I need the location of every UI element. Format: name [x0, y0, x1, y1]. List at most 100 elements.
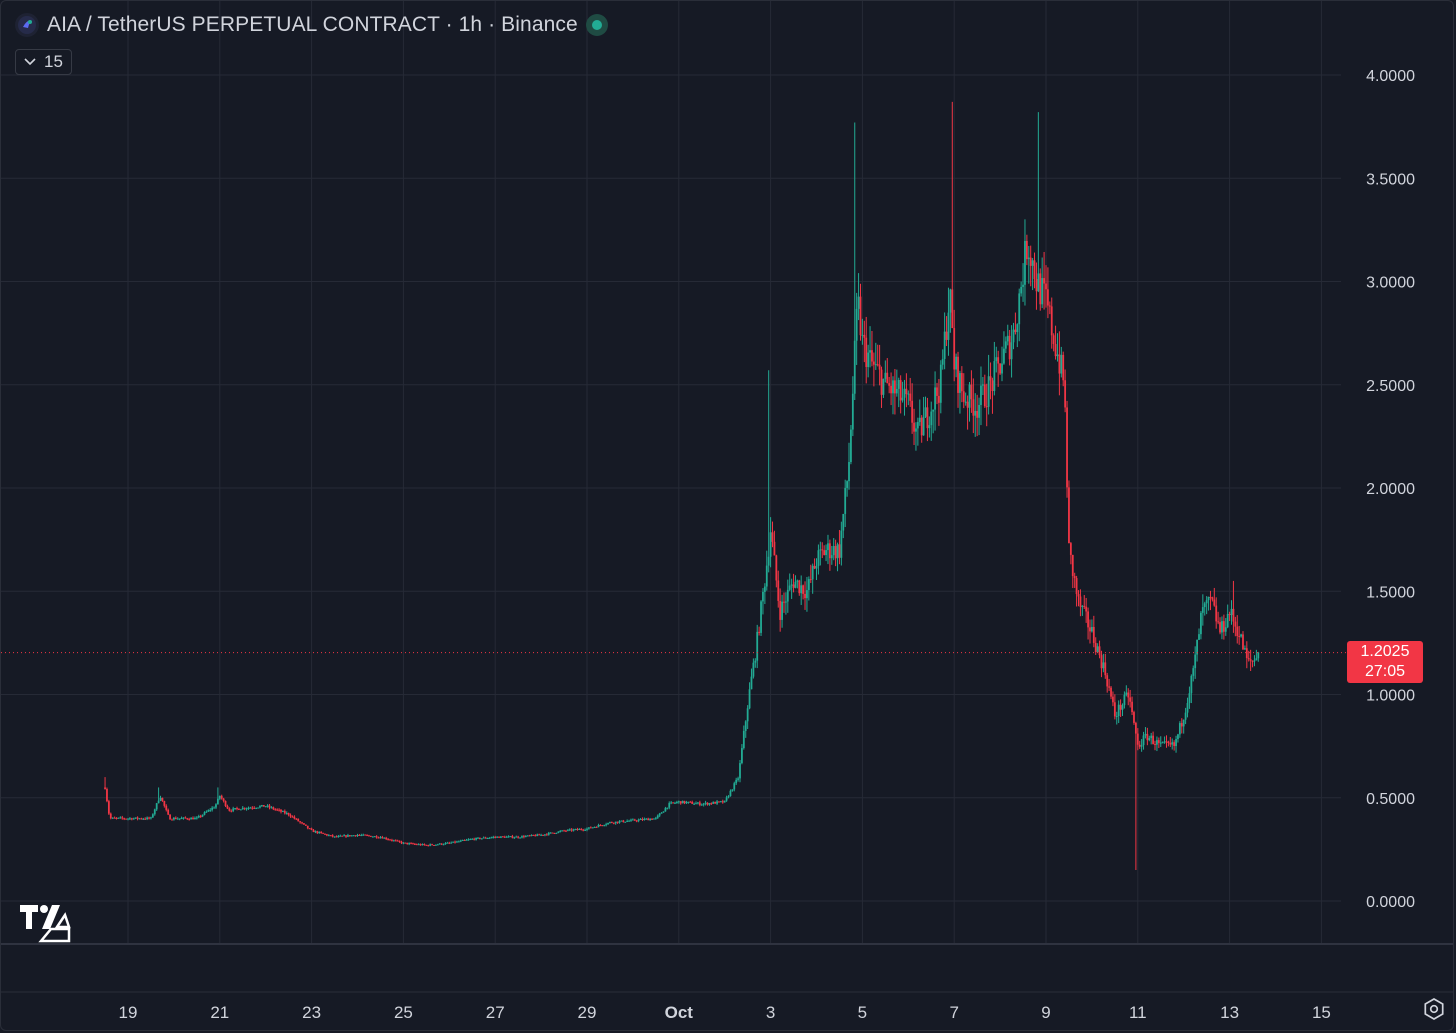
- candle-body: [1020, 286, 1023, 294]
- candle-body: [760, 601, 762, 633]
- candle-body: [775, 555, 778, 581]
- candle-body: [1209, 596, 1212, 598]
- y-tick-label: 3.0000: [1366, 275, 1415, 292]
- candle-body: [408, 843, 411, 845]
- candle-body: [232, 808, 235, 811]
- candle-body: [1096, 646, 1099, 653]
- candle-body: [1041, 278, 1044, 305]
- candle-body: [106, 789, 108, 802]
- candle-body: [1043, 278, 1045, 284]
- symbol-title[interactable]: AIA / TetherUS PERPETUAL CONTRACT · 1h ·…: [47, 13, 578, 36]
- candle-body: [616, 821, 619, 823]
- candle-body: [566, 829, 569, 831]
- x-axis[interactable]: 19 21 23 25 27 29 Oct 3 5 7 9 11 13 15: [119, 1003, 1331, 1022]
- candle-body: [329, 835, 332, 837]
- candle-body: [148, 817, 150, 819]
- candle-body: [677, 801, 680, 803]
- candle-body: [322, 832, 324, 834]
- candle-body: [1123, 694, 1126, 706]
- candle-body: [215, 804, 217, 808]
- candle-body: [423, 844, 426, 846]
- candle-body: [1079, 596, 1082, 607]
- candle-body: [454, 841, 456, 843]
- candle-body: [850, 429, 852, 463]
- candle-body: [1245, 648, 1248, 659]
- candle-body: [957, 356, 959, 393]
- candle-body: [1242, 634, 1244, 650]
- candle-body: [603, 825, 606, 827]
- indicator-count: 15: [44, 52, 63, 71]
- candle-body: [341, 835, 344, 837]
- candle-body: [855, 308, 858, 341]
- candle-body: [530, 834, 533, 836]
- candle-body: [371, 836, 374, 838]
- candle-body: [216, 798, 219, 805]
- candle-body: [534, 835, 537, 837]
- candle-body: [369, 835, 372, 837]
- candle-body: [331, 835, 334, 837]
- candle-body: [930, 411, 933, 426]
- candle-body: [597, 824, 600, 828]
- candle-body: [184, 817, 187, 819]
- candle-body: [1201, 607, 1204, 613]
- candle-body: [182, 817, 185, 819]
- candle-body: [1142, 735, 1145, 746]
- tradingview-logo-icon[interactable]: [17, 901, 73, 948]
- candle-body: [1089, 627, 1091, 632]
- candle-body: [871, 350, 873, 362]
- candle-body: [970, 384, 973, 400]
- candle-body: [461, 839, 464, 841]
- candle-body: [565, 830, 567, 832]
- indicators-toggle-button[interactable]: 15: [15, 49, 72, 75]
- candle-body: [1238, 636, 1241, 638]
- candle-body: [1182, 719, 1185, 727]
- market-status-icon[interactable]: [585, 14, 608, 36]
- candle-body: [480, 838, 483, 840]
- candle-body: [1024, 240, 1026, 285]
- candle-body: [920, 417, 923, 436]
- candle-body: [1108, 686, 1111, 688]
- y-axis[interactable]: 0.0000 0.5000 1.0000 1.5000 2.0000 2.5000 3.00…: [1366, 68, 1415, 911]
- candle-body: [632, 819, 634, 821]
- candle-body: [1106, 675, 1109, 687]
- candle-body: [253, 807, 256, 809]
- candle-body: [1144, 733, 1147, 736]
- candle-body: [572, 829, 575, 831]
- candle-body: [312, 829, 315, 833]
- candle-body: [763, 586, 766, 592]
- candle-body: [327, 835, 330, 837]
- candle-body: [754, 660, 757, 663]
- settings-gear-icon[interactable]: [1422, 997, 1446, 1026]
- candle-body: [450, 842, 453, 844]
- candle-body: [272, 807, 275, 810]
- y-tick-label: 0.0000: [1366, 894, 1415, 911]
- candle-body: [326, 834, 328, 836]
- candle-body: [473, 838, 476, 840]
- candle-body: [379, 837, 382, 839]
- candle-body: [662, 811, 665, 813]
- candle-body: [132, 818, 135, 820]
- candle-body: [907, 393, 910, 395]
- candle-body: [765, 565, 768, 587]
- candle-body: [285, 812, 288, 814]
- candle-body: [542, 834, 544, 836]
- candle-body: [199, 816, 202, 818]
- x-tick-label: Oct: [665, 1003, 694, 1022]
- candle-body: [1213, 599, 1216, 606]
- candle-body: [1025, 240, 1028, 260]
- candle-body: [274, 809, 277, 811]
- candle-body: [570, 829, 573, 831]
- candle-body: [438, 843, 441, 845]
- candle-body: [435, 844, 437, 846]
- candle-body: [1060, 354, 1063, 374]
- candle-body: [1092, 626, 1095, 643]
- candle-body: [1180, 723, 1183, 727]
- candle-body: [1234, 621, 1237, 627]
- candle-body: [838, 544, 841, 558]
- candle-body: [719, 801, 722, 803]
- candle-body: [153, 809, 156, 815]
- candle-body: [1003, 348, 1005, 364]
- candle-body: [976, 410, 979, 418]
